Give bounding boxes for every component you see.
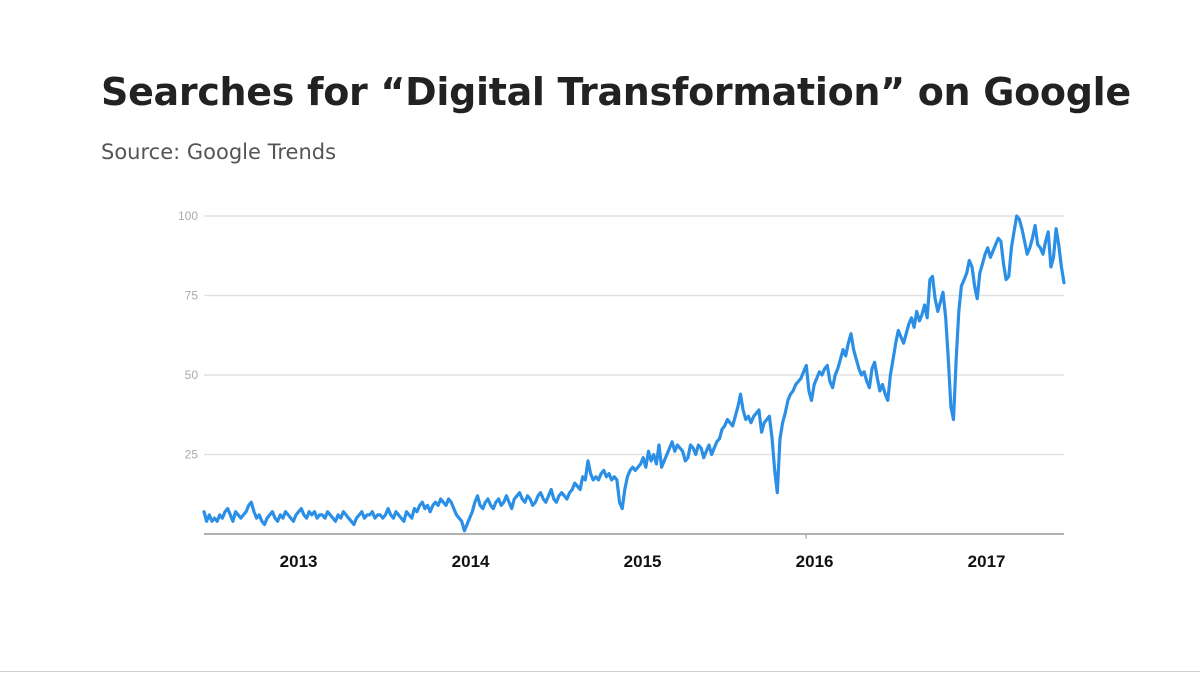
page-subtitle: Source: Google Trends xyxy=(101,140,337,164)
bottom-divider xyxy=(0,671,1200,672)
x-tick-label-2014: 2014 xyxy=(452,552,490,571)
gridlines xyxy=(204,215,1064,456)
x-tick-label-2017: 2017 xyxy=(968,552,1006,571)
y-tick-label-75: 75 xyxy=(185,289,199,303)
x-tick-label-2013: 2013 xyxy=(280,552,318,571)
y-tick-label-25: 25 xyxy=(185,448,199,462)
y-tick-label-100: 100 xyxy=(178,209,198,223)
x-tick-label-2015: 2015 xyxy=(624,552,662,571)
series xyxy=(202,214,1066,533)
page-title: Searches for “Digital Transformation” on… xyxy=(101,70,1131,114)
axes xyxy=(204,533,1064,539)
y-axis-ticks: 25 50 75 100 xyxy=(178,209,198,462)
x-axis-ticks: 2013 2014 2015 2016 2017 xyxy=(280,552,1006,571)
x-tick-label-2016: 2016 xyxy=(796,552,834,571)
y-tick-label-50: 50 xyxy=(185,368,199,382)
series-line-0 xyxy=(202,214,1066,533)
